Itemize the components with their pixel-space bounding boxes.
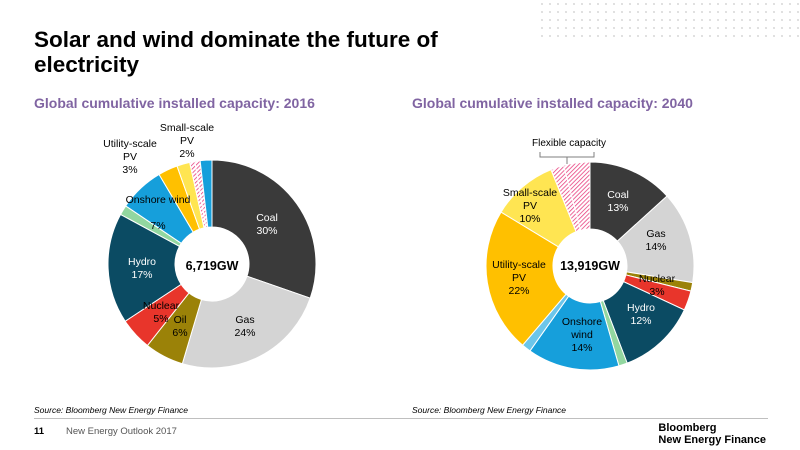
- slice-label-2016-small-pv-value: 2%: [179, 148, 194, 160]
- slice-label-2016-nuclear-value: 5%: [153, 313, 168, 325]
- flexible-capacity-bracket: [539, 152, 595, 164]
- slice-label-2040-coal-value: 13%: [607, 202, 628, 214]
- slice-label-2016-oil-value: 6%: [172, 327, 187, 339]
- slice-label-2040-hydro-value: 12%: [630, 315, 651, 327]
- bloomberg-nef-logo: Bloomberg New Energy Finance: [658, 422, 766, 446]
- slice-label-2016-gas-value: 24%: [234, 327, 255, 339]
- slice-2016-hydro-4: [107, 213, 182, 322]
- slice-label-2040-utility-pv-name-2: PV: [512, 272, 526, 284]
- slice-label-2016-small-pv-name-2: PV: [180, 135, 194, 147]
- slice-label-2016-oil-name: Oil: [174, 314, 187, 326]
- slice-label-2040-coal-name: Coal: [607, 189, 629, 201]
- slice-label-2016-utility-pv-name: Utility-scale: [103, 138, 157, 150]
- footer-divider: [34, 418, 768, 419]
- slice-label-2040-small-pv-name-2: PV: [523, 200, 537, 212]
- page-number: 11: [34, 426, 45, 437]
- footer-report-name: New Energy Outlook 2017: [66, 426, 177, 437]
- slice-2040-utility-scale-pv-8: [485, 211, 567, 346]
- slice-label-2040-nuclear-name: Nuclear: [639, 273, 676, 285]
- decorative-dot-grid: [538, 0, 800, 38]
- center-label-2040: 13,919GW: [560, 259, 620, 273]
- flexible-capacity-annotation: Flexible capacity: [532, 138, 606, 149]
- slice-label-2016-nuclear-name: Nuclear: [143, 300, 180, 312]
- slice-label-2040-nuclear-value: 3%: [649, 286, 664, 298]
- slice-label-2016-onshore-wind-name: Onshore wind: [126, 194, 191, 206]
- slice-label-2016-utility-pv-name-2: PV: [123, 151, 137, 163]
- logo-line-2: New Energy Finance: [658, 434, 766, 446]
- slice-label-2016-gas-name: Gas: [235, 314, 254, 326]
- slice-label-2016-small-pv-name: Small-scale: [160, 122, 214, 134]
- center-label-2016: 6,719GW: [186, 259, 239, 273]
- slice-label-2016-onshore-wind-value: 7%: [150, 220, 165, 232]
- slide-title: Solar and wind dominate the future of el…: [34, 27, 438, 77]
- slice-label-2040-utility-pv-value: 22%: [508, 285, 529, 297]
- slice-label-2016-hydro-value: 17%: [131, 269, 152, 281]
- chart-2040-title: Global cumulative installed capacity: 20…: [412, 95, 693, 111]
- slice-label-2040-hydro-name: Hydro: [627, 302, 655, 314]
- slice-label-2040-gas-value: 14%: [645, 241, 666, 253]
- source-2040: Source: Bloomberg New Energy Finance: [412, 405, 567, 415]
- slice-label-2040-onshore-wind-name-2: wind: [570, 329, 593, 341]
- slice-2016-unlabeled-11: [199, 159, 213, 228]
- slice-2016-coal-0: [211, 159, 317, 299]
- slice-label-2016-coal-name: Coal: [256, 212, 278, 224]
- slice-label-2016-utility-pv-value: 3%: [122, 164, 137, 176]
- slice-label-2040-small-pv-name: Small-scale: [503, 187, 557, 199]
- slice-label-2040-utility-pv-name: Utility-scale: [492, 259, 546, 271]
- source-2016: Source: Bloomberg New Energy Finance: [34, 405, 189, 415]
- donut-chart-2016: [107, 159, 317, 369]
- slice-2016-gas-1: [181, 275, 311, 369]
- slice-label-2040-onshore-wind-value: 14%: [571, 342, 592, 354]
- slice-label-2040-onshore-wind-name: Onshore: [562, 316, 602, 328]
- chart-2016-title: Global cumulative installed capacity: 20…: [34, 95, 315, 111]
- slice-label-2040-small-pv-value: 10%: [519, 213, 540, 225]
- slice-label-2016-coal-value: 30%: [256, 225, 277, 237]
- slice-label-2040-gas-name: Gas: [646, 228, 665, 240]
- slice-2040-unlabeled-11: [563, 161, 591, 231]
- donut-chart-2040: [485, 161, 695, 371]
- logo-line-1: Bloomberg: [658, 422, 717, 434]
- slice-label-2016-hydro-name: Hydro: [128, 256, 156, 268]
